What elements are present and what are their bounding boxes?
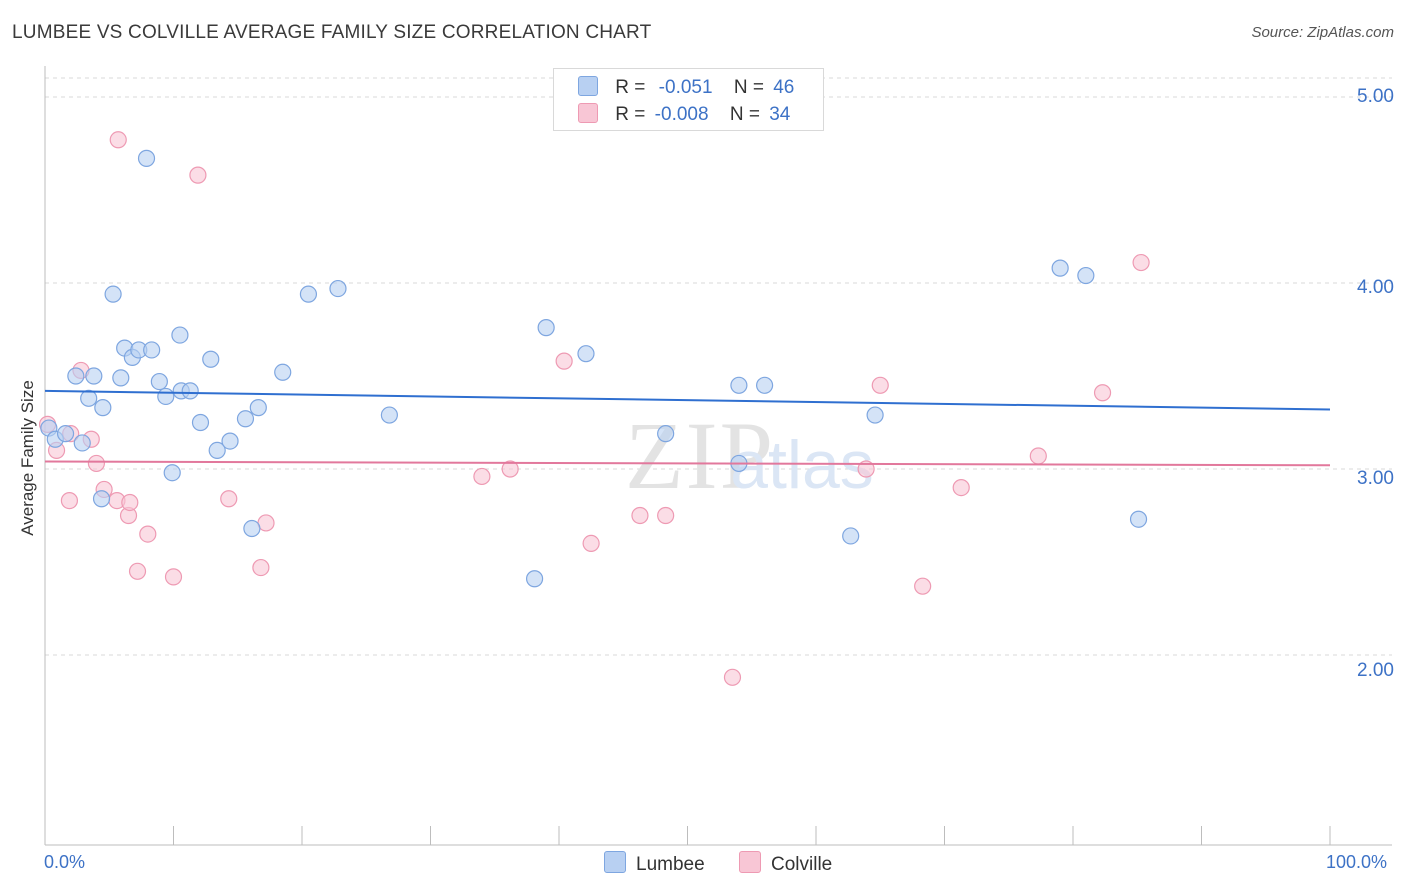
y-tick-label: 4.00 xyxy=(1357,277,1394,298)
lumbee-point xyxy=(577,345,595,363)
n-label: N = xyxy=(729,104,760,125)
colville-point xyxy=(582,534,600,553)
bottom-legend-lumbee: Lumbee xyxy=(604,851,705,876)
lumbee-point xyxy=(73,434,91,452)
lumbee-point xyxy=(1051,259,1069,277)
legend-row-lumbee: R = -0.051 N = 46 xyxy=(578,76,794,98)
lumbee-point xyxy=(274,363,292,381)
x-tick-label: 0.0% xyxy=(44,852,86,872)
lumbee-point xyxy=(208,441,226,459)
colville-point xyxy=(164,568,183,586)
lumbee-point xyxy=(104,285,122,303)
colville-point xyxy=(952,479,970,497)
lumbee-point xyxy=(380,406,398,424)
colville-point xyxy=(109,131,127,149)
lumbee-legend-label: Lumbee xyxy=(636,854,705,875)
colville-point xyxy=(473,467,491,486)
lumbee-point xyxy=(56,425,75,443)
y-tick-label: 5.00 xyxy=(1357,86,1394,107)
colville-point xyxy=(871,376,889,394)
colville-legend-label: Colville xyxy=(771,854,833,875)
lumbee-point xyxy=(1077,266,1095,285)
colville-swatch xyxy=(739,851,761,873)
colville-point xyxy=(60,492,79,510)
source-label: Source: ZipAtlas.com xyxy=(1251,24,1394,41)
lumbee-point xyxy=(755,376,774,394)
colville-point xyxy=(555,352,573,370)
lumbee-point xyxy=(1129,510,1148,528)
lumbee-point xyxy=(67,367,85,385)
colville-point xyxy=(723,668,742,686)
lumbee-point xyxy=(842,527,860,545)
colville-point xyxy=(631,506,649,525)
lumbee-point xyxy=(137,149,156,167)
grid-lines xyxy=(45,77,1392,656)
colville-point xyxy=(87,454,106,473)
lumbee-n-value: 46 xyxy=(773,77,795,98)
correlation-legend: R = -0.051 N = 46 R = -0.008 N = 34 xyxy=(553,68,824,131)
lumbee-point xyxy=(150,372,168,391)
lumbee-point xyxy=(525,570,544,588)
watermark-atlas: atlas xyxy=(730,427,874,503)
trend-lines xyxy=(44,389,1331,467)
lumbee-point xyxy=(730,376,748,394)
colville-point xyxy=(1132,253,1150,272)
y-tick-label: 2.00 xyxy=(1357,660,1394,681)
lumbee-point xyxy=(537,319,555,337)
lumbee-point xyxy=(143,341,161,359)
lumbee-point xyxy=(171,326,189,344)
x-tick-label: 100.0% xyxy=(1326,852,1388,872)
lumbee-r-value: -0.051 xyxy=(658,77,713,98)
r-label: R = xyxy=(615,77,646,98)
colville-point xyxy=(914,577,932,595)
chart-title: LUMBEE VS COLVILLE AVERAGE FAMILY SIZE C… xyxy=(12,22,652,43)
legend-row-colville: R = -0.008 N = 34 xyxy=(578,103,790,125)
lumbee-points xyxy=(40,149,1148,588)
bottom-legend-colville: Colville xyxy=(739,851,832,876)
colville-n-value: 34 xyxy=(769,104,791,125)
n-label: N = xyxy=(733,77,764,98)
lumbee-point xyxy=(657,425,675,443)
lumbee-point xyxy=(249,399,267,417)
lumbee-point xyxy=(85,367,103,385)
colville-point xyxy=(1093,384,1112,402)
colville-points xyxy=(38,131,1150,686)
colville-r-value: -0.008 xyxy=(654,104,709,125)
lumbee-trend-line xyxy=(44,389,1331,411)
y-tick-label: 3.00 xyxy=(1357,468,1394,489)
lumbee-point xyxy=(163,464,181,482)
colville-point xyxy=(128,562,147,580)
colville-point xyxy=(220,490,238,508)
colville-point xyxy=(252,558,270,577)
colville-point xyxy=(121,493,139,512)
colville-point xyxy=(1029,447,1047,465)
lumbee-point xyxy=(236,410,255,428)
lumbee-point xyxy=(80,389,98,407)
lumbee-point xyxy=(191,413,210,432)
lumbee-swatch xyxy=(604,851,626,873)
lumbee-point xyxy=(112,369,130,387)
axes xyxy=(44,66,1392,846)
colville-point xyxy=(501,460,519,478)
lumbee-swatch xyxy=(578,76,598,96)
colville-point xyxy=(189,166,207,184)
colville-trend-line xyxy=(44,460,1331,467)
lumbee-point xyxy=(329,279,347,298)
lumbee-point xyxy=(94,399,112,417)
lumbee-point xyxy=(866,406,884,424)
lumbee-point xyxy=(202,350,220,368)
lumbee-point xyxy=(221,432,239,450)
lumbee-point xyxy=(92,490,111,508)
lumbee-point xyxy=(181,382,199,400)
colville-swatch xyxy=(578,103,598,123)
colville-point xyxy=(657,506,675,525)
r-label: R = xyxy=(615,104,646,125)
watermark: ZIP xyxy=(625,402,775,509)
lumbee-point xyxy=(157,387,175,406)
lumbee-point xyxy=(299,285,318,303)
colville-point xyxy=(857,460,875,478)
colville-point xyxy=(139,525,157,543)
lumbee-point xyxy=(243,519,261,538)
